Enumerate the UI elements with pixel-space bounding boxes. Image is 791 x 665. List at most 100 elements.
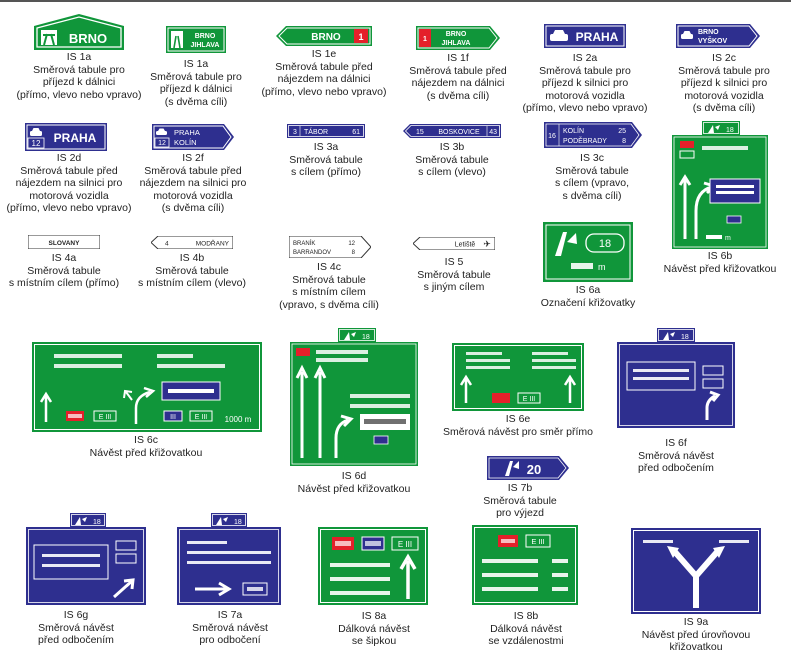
sign-text: PRAHA bbox=[174, 128, 200, 137]
sign-text: m bbox=[725, 235, 731, 242]
caption-line: (vpravo, s dvěma cíli) bbox=[279, 298, 379, 311]
caption-line: nájezdem na silnici pro bbox=[15, 177, 123, 189]
sign-text: 3 bbox=[293, 129, 297, 136]
caption-line: (přímo, vlevo nebo vpravo) bbox=[261, 85, 387, 98]
sign-is4c: BRANÍK 12 BARRANDOV 8 bbox=[288, 235, 372, 263]
sign-text: JIHLAVA bbox=[442, 40, 471, 47]
sign-text: 12 bbox=[32, 139, 41, 148]
caption-is1a-1: IS 1a Směrová tabule pro příjezd k dálni… bbox=[14, 51, 144, 101]
caption-code: IS 6c bbox=[134, 434, 158, 446]
car-icon bbox=[550, 30, 568, 41]
caption-code: IS 4a bbox=[51, 252, 77, 264]
caption-code: IS 3a bbox=[313, 141, 339, 153]
caption-is4a: IS 4a Směrová tabule s místním cílem (př… bbox=[4, 252, 124, 290]
caption-code: IS 6a bbox=[575, 284, 601, 296]
sign-is6d: 18 bbox=[290, 328, 418, 471]
sign-text: BRNO bbox=[446, 31, 467, 38]
sign-text: BOSKOVICE bbox=[438, 129, 480, 136]
caption-line: Směrová tabule pro bbox=[678, 64, 770, 77]
sign-is2c: BRNO VYŠKOV bbox=[676, 24, 760, 53]
caption-is4c: IS 4c Směrová tabule s místním cílem (vp… bbox=[266, 261, 392, 311]
sign-text: KOLÍN bbox=[563, 126, 584, 135]
caption-line: Směrová tabule bbox=[27, 264, 101, 277]
caption-is2f: IS 2f Směrová tabule před nájezdem na si… bbox=[128, 152, 258, 215]
caption-is7a: IS 7a Směrová návěst pro odbočení bbox=[170, 609, 290, 647]
junction-icon bbox=[75, 517, 87, 525]
sign-text: 18 bbox=[93, 519, 101, 526]
sign-text: 43 bbox=[489, 129, 497, 136]
sign-text: 12 bbox=[348, 241, 355, 247]
caption-line: Dálková návěst bbox=[490, 622, 562, 635]
caption-is1a-2: IS 1a Směrová tabule pro příjezd k dálni… bbox=[140, 58, 252, 108]
caption-is2c: IS 2c Směrová tabule pro příjezd k silni… bbox=[662, 52, 786, 115]
car-icon bbox=[681, 31, 693, 39]
caption-code: IS 4b bbox=[179, 252, 205, 264]
caption-code: IS 1a bbox=[183, 58, 209, 70]
caption-line: nájezdem na dálnici bbox=[411, 77, 505, 89]
caption-is6d: IS 6d Návěst před křižovatkou bbox=[284, 470, 424, 495]
caption-is6b: IS 6b Návěst před křižovatkou bbox=[652, 250, 788, 275]
caption-line: Směrová tabule před bbox=[409, 64, 507, 77]
sign-is8b: E III bbox=[472, 525, 578, 610]
airplane-icon: ✈ bbox=[483, 239, 491, 249]
caption-line: (s dvěma cíli) bbox=[161, 202, 225, 214]
motorway-icon bbox=[41, 30, 57, 46]
junction-icon bbox=[555, 232, 577, 256]
caption-line: Směrová návěst bbox=[638, 449, 714, 462]
caption-line: Směrová tabule před bbox=[275, 60, 373, 73]
sign-text: E III bbox=[523, 396, 536, 403]
car-icon bbox=[156, 128, 167, 135]
caption-code: IS 4c bbox=[317, 261, 341, 273]
caption-line: Návěst před úrovňovou bbox=[641, 628, 751, 641]
sign-text: E III bbox=[99, 414, 112, 421]
sign-is6e: E III bbox=[452, 343, 584, 416]
sign-text: E III bbox=[398, 540, 412, 549]
sign-text: m bbox=[598, 262, 606, 272]
sign-is5: Letiště ✈ bbox=[412, 236, 496, 255]
caption-code: IS 7a bbox=[217, 609, 243, 621]
caption-code: IS 2a bbox=[572, 52, 598, 64]
sign-is6b: 18 m bbox=[672, 121, 768, 254]
caption-is1f: IS 1f Směrová tabule před nájezdem na dá… bbox=[398, 52, 518, 102]
caption-code: IS 1a bbox=[66, 51, 92, 63]
sign-text: JIHLAVA bbox=[191, 42, 220, 49]
junction-icon bbox=[216, 517, 228, 525]
car-icon bbox=[30, 128, 42, 136]
sign-text: 18 bbox=[599, 238, 611, 250]
caption-code: IS 1e bbox=[311, 48, 337, 60]
sign-is1e: BRNO 1 bbox=[276, 26, 372, 51]
caption-line: pro odbočení bbox=[199, 634, 261, 646]
sign-is2a: PRAHA bbox=[544, 24, 626, 53]
caption-line: Směrová tabule bbox=[417, 268, 491, 281]
caption-code: IS 2c bbox=[712, 52, 736, 64]
sign-text: 16 bbox=[548, 133, 556, 140]
caption-line: s cílem (vpravo, bbox=[554, 177, 630, 189]
sign-is6f: 18 bbox=[617, 328, 735, 433]
sign-is3c: 16 KOLÍN 25 PODĚBRADY 8 bbox=[544, 122, 642, 153]
junction-icon bbox=[663, 332, 675, 340]
sign-text: BARRANDOV bbox=[293, 250, 331, 256]
sign-text: E III bbox=[531, 537, 544, 546]
sign-is9a bbox=[631, 528, 761, 619]
caption-is3b: IS 3b Směrová tabule s cílem (vlevo) bbox=[392, 141, 512, 179]
caption-code: IS 6e bbox=[505, 413, 531, 425]
caption-code: IS 1f bbox=[447, 52, 469, 64]
caption-line: s dvěma cíli) bbox=[562, 189, 622, 202]
caption-code: IS 8b bbox=[513, 610, 539, 622]
sign-is8a: E III bbox=[318, 527, 428, 610]
sign-text: 4 bbox=[165, 241, 169, 248]
caption-line: Směrová návěst bbox=[38, 621, 114, 634]
caption-line: s místním cílem (přímo) bbox=[8, 277, 120, 289]
sign-text: 18 bbox=[234, 519, 242, 526]
caption-line: s cílem (vlevo) bbox=[418, 166, 486, 178]
caption-line: Návěst před křižovatkou bbox=[297, 482, 411, 495]
caption-line: Směrová tabule bbox=[155, 264, 229, 277]
caption-is5: IS 5 Směrová tabule s jiným cílem bbox=[394, 256, 514, 294]
sign-is3b: 15 BOSKOVICE 43 bbox=[403, 124, 501, 143]
caption-line: (přímo, vlevo nebo vpravo) bbox=[6, 202, 132, 214]
caption-line: Směrová tabule bbox=[483, 494, 557, 507]
sign-text: III bbox=[170, 414, 176, 421]
caption-is2d: IS 2d Směrová tabule před nájezdem na si… bbox=[2, 152, 136, 215]
sign-text: 18 bbox=[726, 127, 734, 134]
caption-line: se šipkou bbox=[351, 635, 397, 647]
